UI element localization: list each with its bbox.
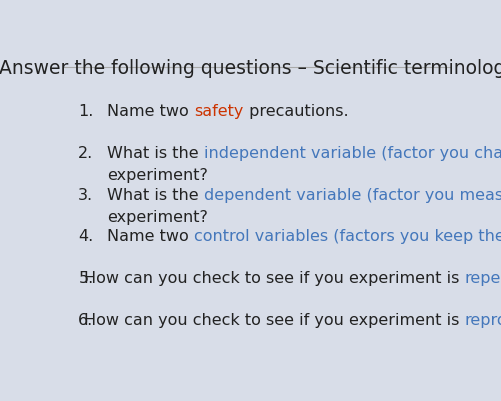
Text: experiment?: experiment? — [107, 168, 208, 182]
Text: 1.: 1. — [78, 104, 94, 119]
Text: 4.: 4. — [78, 229, 93, 244]
Text: What is the: What is the — [107, 146, 204, 160]
Text: precautions.: precautions. — [243, 104, 348, 119]
Text: Answer the following questions – Scientific terminology: Answer the following questions – Scienti… — [0, 59, 501, 78]
Text: What is the: What is the — [107, 187, 204, 202]
Text: 3.: 3. — [78, 187, 93, 202]
Text: repeatable: repeatable — [464, 270, 501, 286]
Text: 2.: 2. — [78, 146, 93, 160]
Text: independent variable (factor you change): independent variable (factor you change) — [204, 146, 501, 160]
Text: safety: safety — [194, 104, 243, 119]
Text: dependent variable (factor you measure): dependent variable (factor you measure) — [204, 187, 501, 202]
Text: control variables (factors you keep the same).: control variables (factors you keep the … — [194, 229, 501, 244]
Text: How can you check to see if you experiment is: How can you check to see if you experime… — [84, 312, 464, 327]
Text: 5.: 5. — [78, 270, 93, 286]
Text: reproducible: reproducible — [464, 312, 501, 327]
Text: Name two: Name two — [107, 229, 194, 244]
Text: How can you check to see if you experiment is: How can you check to see if you experime… — [84, 270, 464, 286]
Text: 6.: 6. — [78, 312, 93, 327]
Text: experiment?: experiment? — [107, 209, 208, 224]
Text: Name two: Name two — [107, 104, 194, 119]
